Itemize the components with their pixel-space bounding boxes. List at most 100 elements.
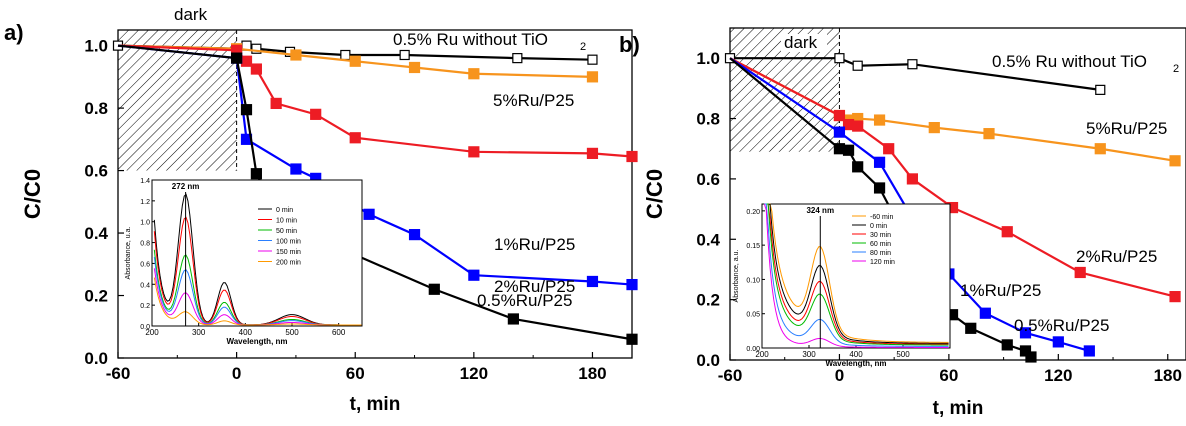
inset-x-tick-label: 200: [145, 328, 159, 337]
inset-y-tick-label: 0.6: [140, 261, 150, 268]
panel-b: b) dark -60 0 60 120 180 0.0 0.2 0.4 0.6 0.8 1.0 t, m…: [619, 27, 1186, 419]
data-point: [965, 322, 977, 334]
data-point: [626, 333, 638, 345]
inset-spectrum: [764, 203, 949, 343]
data-point: [399, 49, 410, 61]
inset-spectrum: [764, 203, 949, 346]
inset-peak-label: 272 nm: [172, 182, 200, 191]
inset-legend-label: 120 min: [870, 259, 895, 266]
y-tick-label: 0.8: [696, 110, 720, 129]
data-point: [250, 168, 262, 180]
y-axis-title: C/C0: [20, 169, 45, 219]
x-tick-label: 60: [939, 366, 958, 385]
inset-spectrum: [764, 203, 949, 345]
x-tick-label: 0: [232, 364, 241, 383]
data-point: [408, 229, 421, 241]
series-label: 0.5% Ru without TiO: [393, 30, 548, 49]
inset-spectrum: [153, 277, 362, 326]
data-point: [834, 53, 845, 64]
x-tick-label: 0: [835, 366, 844, 385]
inset-x-title: Wavelength, nm: [825, 359, 886, 368]
data-point: [626, 278, 638, 291]
inset-legend-label: 200 min: [276, 260, 301, 267]
dark-label: dark: [174, 5, 208, 24]
data-point: [507, 313, 519, 325]
data-point: [340, 49, 351, 61]
data-point: [290, 49, 302, 61]
panel-a: a) dark -60 0 60 120 180 0.0 0.2 0.4 0.6 0.8 1.0 t, m…: [4, 5, 638, 415]
series-label: 2: [580, 41, 586, 53]
series-label: 2: [1173, 63, 1179, 75]
data-point: [1083, 345, 1095, 357]
data-point: [906, 173, 919, 185]
x-tick-label: 60: [346, 364, 365, 383]
x-tick-label: 180: [1154, 366, 1182, 385]
data-point: [587, 54, 598, 65]
data-point: [231, 52, 243, 64]
inset-frame: [761, 203, 951, 349]
series-label: 1%Ru/P25: [494, 235, 575, 254]
x-axis-title: t, min: [933, 398, 984, 419]
y-tick-label: 1.0: [696, 49, 720, 68]
inset-x-tick-label: 200: [755, 350, 769, 359]
dark-label-bg: [171, 6, 217, 24]
data-point: [586, 275, 599, 288]
series-label: 2%Ru/P25: [494, 277, 575, 296]
y-tick-label: 0.2: [696, 291, 720, 310]
data-point: [1094, 143, 1106, 155]
data-point: [586, 147, 599, 159]
data-point: [250, 63, 262, 75]
data-point: [852, 161, 864, 173]
inset-legend-label: 80 min: [870, 250, 891, 257]
data-point: [468, 146, 480, 158]
data-point: [363, 208, 375, 220]
inset-x-tick-label: 500: [896, 350, 910, 359]
y-tick-label: 0.6: [696, 170, 720, 189]
data-point: [833, 126, 846, 138]
inset-x-tick-label: 400: [239, 328, 253, 337]
inset-legend-label: 50 min: [276, 228, 297, 235]
data-point: [1052, 336, 1064, 348]
y-tick-label: 0.0: [84, 349, 108, 368]
data-point: [833, 109, 846, 122]
x-tick-label: -60: [106, 364, 131, 383]
data-point: [873, 182, 886, 194]
inset-legend-label: 0 min: [870, 223, 887, 230]
data-point: [240, 55, 253, 67]
panel-label: a): [4, 20, 24, 45]
panel-label: b): [619, 32, 640, 57]
x-tick-label: -60: [718, 366, 743, 385]
inset-y-tick-label: 0.4: [140, 282, 150, 289]
inset-y-tick-label: 0.0: [140, 324, 150, 331]
inset-y-title: Absorbance, u.a.: [125, 226, 132, 279]
data-point: [842, 144, 855, 156]
series-label: 0.5% Ru without TiO: [992, 52, 1147, 71]
data-point: [586, 71, 599, 83]
inset-x-title: Wavelength, nm: [226, 337, 287, 346]
plot-frame: [729, 27, 1186, 361]
y-axis-title: C/C0: [642, 169, 667, 219]
data-point: [408, 61, 421, 74]
inset-y-tick-label: 1.2: [140, 199, 150, 206]
data-point: [852, 60, 863, 71]
series-label: 0.5%Ru/P25: [1014, 316, 1109, 335]
inset-y-tick-label: 0.00: [746, 346, 760, 353]
y-tick-label: 1.0: [84, 37, 108, 56]
data-point: [1095, 84, 1106, 95]
x-tick-label: 180: [578, 364, 606, 383]
y-tick-label: 0.4: [84, 224, 108, 243]
inset-x-tick-label: 300: [192, 328, 206, 337]
inset-legend-label: 0 min: [276, 207, 293, 214]
data-point: [626, 150, 638, 163]
y-tick-label: 0.8: [84, 99, 108, 118]
y-tick-label: 0.6: [84, 162, 108, 181]
x-axis-title: t, min: [350, 394, 401, 415]
data-point: [468, 269, 480, 281]
inset-legend-label: 100 min: [276, 239, 301, 246]
data-point: [310, 108, 322, 120]
inset-y-tick-label: 0.10: [746, 277, 760, 284]
inset-peak-label: 324 nm: [806, 206, 834, 215]
inset-y-tick-label: 0.05: [746, 312, 760, 319]
dark-label-bg: [781, 34, 827, 52]
